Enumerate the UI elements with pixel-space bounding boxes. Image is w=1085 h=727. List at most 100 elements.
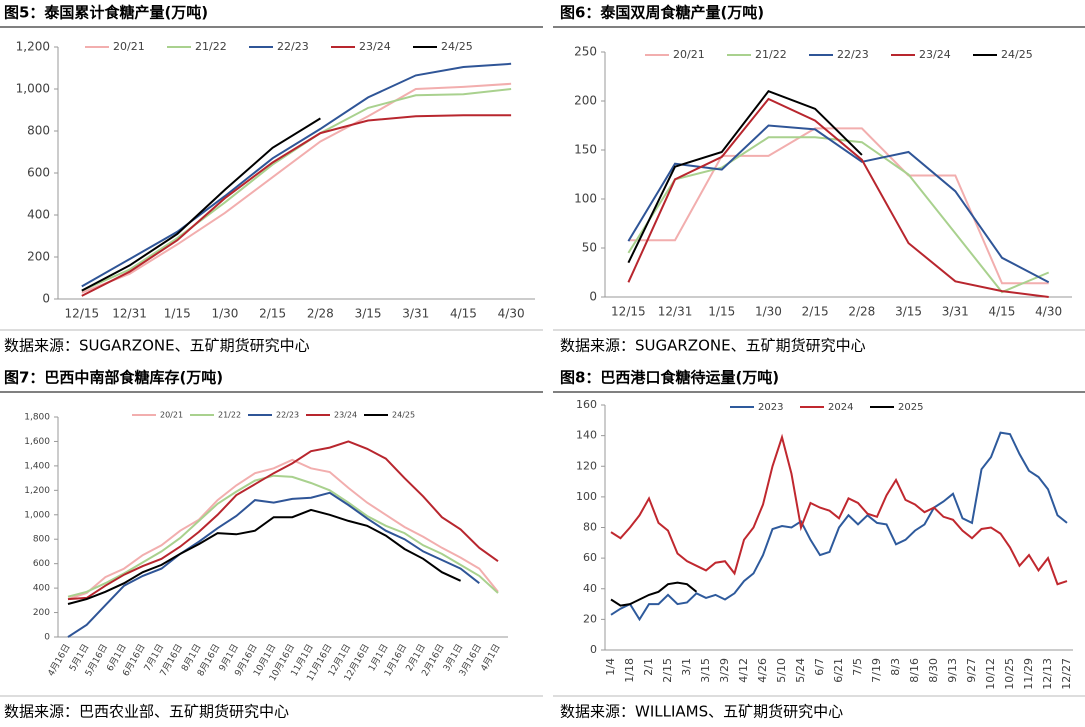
series-line [627, 124, 1050, 284]
legend-label: 22/23 [277, 40, 309, 53]
x-tick-label: 3/31 [942, 305, 969, 319]
series-line [67, 491, 480, 638]
chart-title: 图6：泰国双周食糖产量(万吨) [560, 4, 764, 22]
legend-label: 2024 [828, 402, 853, 413]
series-line [81, 114, 512, 297]
y-tick-label: 1,000 [16, 82, 50, 96]
series-line [67, 508, 462, 605]
series-line [610, 433, 1068, 586]
x-tick-label: 11/29 [1022, 658, 1035, 690]
series-line [67, 440, 499, 601]
y-tick-label: 1,200 [24, 486, 50, 496]
legend-label: 21/22 [195, 40, 227, 53]
x-tick-label: 8/16 [908, 658, 921, 683]
y-tick-label: 1,200 [16, 40, 50, 54]
x-tick-label: 9/13 [946, 658, 959, 683]
legend-label: 23/24 [359, 40, 391, 53]
x-tick-label: 2/28 [848, 305, 875, 319]
legend-label: 24/25 [1001, 48, 1033, 61]
legend-label: 20/21 [113, 40, 145, 53]
x-tick-label: 1/30 [211, 307, 238, 321]
x-tick-label: 8/30 [927, 658, 940, 683]
y-tick-label: 1,800 [24, 413, 50, 423]
y-tick-label: 400 [27, 208, 50, 222]
x-tick-label: 3/15 [355, 307, 382, 321]
y-tick-label: 200 [574, 94, 597, 108]
x-tick-label: 10/25 [1003, 658, 1016, 690]
source: 数据来源：巴西农业部、五矿期货研究中心 [4, 703, 289, 721]
y-tick-label: 600 [33, 559, 50, 569]
x-tick-label: 2/15 [802, 305, 829, 319]
series-line [610, 431, 1068, 622]
x-tick-label: 4/15 [450, 307, 477, 321]
x-tick-label: 2/15 [661, 658, 674, 683]
series-line [628, 127, 1049, 285]
y-tick-label: 0 [42, 292, 50, 306]
x-tick-label: 6/7 [813, 658, 826, 676]
series-line [627, 90, 863, 264]
x-tick-label: 4/12 [737, 658, 750, 683]
x-tick-label: 9/27 [965, 658, 978, 683]
legend-label: 24/25 [392, 411, 415, 420]
x-tick-label: 12/27 [1060, 658, 1073, 690]
y-tick-label: 150 [574, 143, 597, 157]
y-tick-label: 800 [33, 535, 50, 545]
y-tick-label: 40 [583, 582, 597, 595]
x-tick-label: 4/30 [1035, 305, 1062, 319]
y-tick-label: 200 [33, 608, 50, 618]
x-tick-label: 2/15 [259, 307, 286, 321]
x-tick-label: 5/24 [794, 658, 807, 683]
y-tick-label: 1,400 [24, 461, 50, 471]
y-tick-label: 0 [590, 643, 597, 656]
legend-label: 24/25 [441, 40, 473, 53]
y-tick-label: 1,000 [24, 510, 50, 520]
legend-label: 20/21 [673, 48, 705, 61]
y-tick-label: 50 [582, 241, 597, 255]
series-line [81, 117, 321, 292]
x-tick-label: 1/18 [623, 658, 636, 683]
x-tick-label: 12/15 [611, 305, 646, 319]
y-tick-label: 1,600 [24, 437, 50, 447]
x-tick-label: 1/15 [164, 307, 191, 321]
x-tick-label: 2/28 [307, 307, 334, 321]
x-tick-label: 12/31 [112, 307, 147, 321]
y-tick-label: 100 [576, 490, 597, 503]
x-tick-label: 7/5 [851, 658, 864, 676]
x-tick-label: 1/30 [755, 305, 782, 319]
y-tick-label: 60 [583, 551, 597, 564]
x-tick-label: 3/15 [895, 305, 922, 319]
series-line [67, 474, 499, 598]
x-tick-label: 12/15 [65, 307, 100, 321]
x-tick-label: 3/15 [699, 658, 712, 683]
x-tick-label: 2/1 [642, 658, 655, 676]
x-tick-label: 1/4 [604, 658, 617, 676]
chart-title: 图8：巴西港口食糖待运量(万吨) [560, 369, 779, 387]
legend-label: 2025 [898, 402, 923, 413]
series-line [610, 581, 698, 607]
series-line [81, 82, 512, 294]
x-tick-label: 4/26 [756, 658, 769, 683]
x-tick-label: 10/12 [984, 658, 997, 690]
legend-label: 21/22 [755, 48, 787, 61]
chart-title: 图5：泰国累计食糖产量(万吨) [4, 4, 208, 22]
series-line [67, 458, 499, 601]
legend-label: 22/23 [837, 48, 869, 61]
legend-label: 23/24 [334, 411, 357, 420]
series-line [81, 62, 512, 288]
y-tick-label: 250 [574, 45, 597, 59]
y-tick-label: 600 [27, 166, 50, 180]
legend-label: 21/22 [218, 411, 241, 420]
x-tick-label: 3/31 [402, 307, 429, 321]
x-tick-label: 4/15 [988, 305, 1015, 319]
x-tick-label: 6/21 [832, 658, 845, 683]
y-tick-label: 0 [589, 290, 597, 304]
x-tick-label: 12/31 [658, 305, 693, 319]
y-tick-label: 80 [583, 521, 597, 534]
x-tick-label: 4月16日 [46, 642, 73, 678]
y-tick-label: 0 [44, 633, 50, 643]
y-tick-label: 200 [27, 250, 50, 264]
x-tick-label: 3/1 [680, 658, 693, 676]
x-tick-label: 4/30 [498, 307, 525, 321]
legend-label: 20/21 [160, 411, 183, 420]
